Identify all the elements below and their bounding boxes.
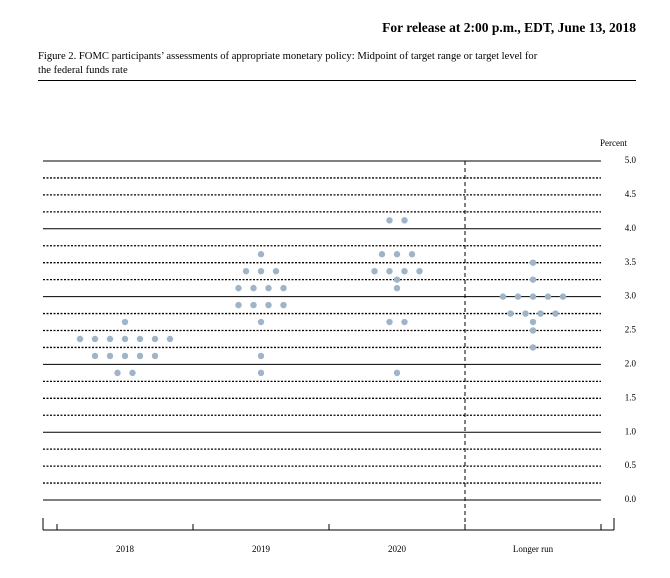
dot: [106, 352, 114, 360]
dot: [529, 344, 537, 351]
dot: [401, 318, 408, 326]
dot: [386, 217, 393, 224]
y-tick-label: 5.0: [625, 155, 637, 165]
dot: [507, 310, 514, 317]
dot: [114, 369, 121, 377]
y-tick-label: 3.0: [625, 291, 637, 301]
dot: [265, 284, 272, 292]
dot: [529, 293, 537, 300]
x-tick-label: Longer run: [513, 544, 554, 554]
dot: [91, 352, 99, 360]
release-note: For release at 2:00 p.m., EDT, June 13, …: [382, 20, 636, 35]
caption: Figure 2. FOMC participants’ assessments…: [38, 50, 636, 81]
dot: [401, 217, 408, 224]
y-tick-label: 3.5: [625, 257, 637, 267]
dot: [393, 251, 401, 258]
caption-line: the federal funds rate: [38, 65, 128, 76]
dot: [166, 335, 174, 343]
dot: [537, 310, 544, 317]
dot: [121, 352, 129, 360]
dot: [91, 335, 99, 343]
dot: [386, 267, 393, 275]
dot: [151, 335, 159, 343]
caption-line: Figure 2. FOMC participants’ assessments…: [38, 51, 538, 62]
dot: [529, 327, 537, 334]
dot: [408, 251, 416, 258]
dot: [393, 369, 401, 377]
dot: [136, 335, 144, 343]
dot: [151, 352, 159, 360]
dot: [250, 301, 257, 309]
dot: [280, 284, 287, 292]
x-tick-label: 2019: [252, 544, 271, 554]
y-tick-label: 0.5: [625, 460, 637, 470]
header: For release at 2:00 p.m., EDT, June 13, …: [38, 0, 636, 81]
y-tick-label: 0.0: [625, 494, 637, 504]
y-tick-label: 1.0: [625, 426, 637, 436]
dot: [272, 267, 280, 275]
y-tick-label: 2.0: [625, 358, 637, 368]
dot: [257, 352, 265, 360]
dot: [136, 352, 144, 360]
dot: [529, 259, 537, 266]
dot: [235, 301, 242, 309]
dot: [559, 293, 567, 300]
dot: [257, 251, 265, 258]
x-tick-label: 2020: [388, 544, 407, 554]
y-axis-label: Percent: [600, 138, 627, 148]
dot: [544, 293, 552, 300]
dot: [552, 310, 559, 317]
dot: [529, 276, 537, 283]
dot: [522, 310, 529, 317]
dot: [257, 369, 265, 377]
dot: [378, 251, 386, 258]
dot: [386, 318, 393, 326]
dot: [257, 318, 265, 326]
dot: [499, 293, 507, 300]
dot: [76, 335, 84, 343]
dot: [250, 284, 257, 292]
dot: [121, 318, 129, 326]
dot: [280, 301, 287, 309]
dot: [106, 335, 114, 343]
dot: [371, 267, 378, 275]
dot: [514, 293, 522, 300]
dot: [529, 318, 537, 326]
dot: [242, 267, 250, 275]
dot: [121, 335, 129, 343]
y-tick-label: 2.5: [625, 325, 637, 335]
dot: [257, 267, 265, 275]
dot: [416, 267, 423, 275]
dot: [393, 276, 401, 283]
dot: [393, 284, 401, 292]
y-tick-label: 4.0: [625, 223, 637, 233]
dot: [235, 284, 242, 292]
y-tick-label: 1.5: [625, 392, 637, 402]
dot: [401, 267, 408, 275]
x-tick-label: 2018: [116, 544, 135, 554]
dot: [265, 301, 272, 309]
dot: [129, 369, 136, 377]
y-tick-label: 4.5: [625, 189, 637, 199]
